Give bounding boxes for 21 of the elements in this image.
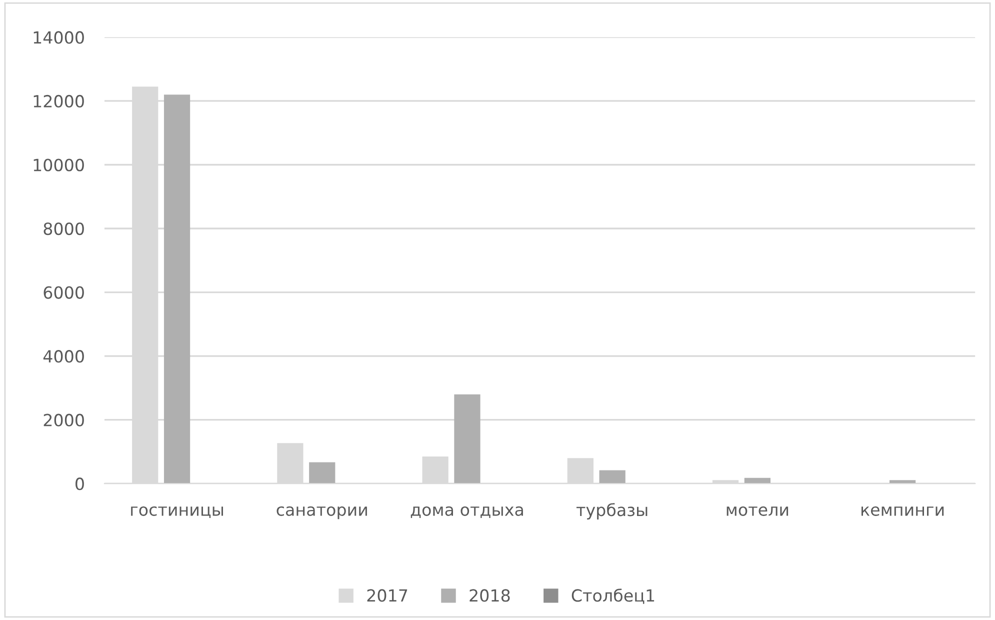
bar — [164, 94, 190, 484]
x-tick-label: дома отдыха — [410, 506, 523, 518]
bar — [454, 394, 480, 484]
x-tick-label: турбазы — [576, 503, 648, 520]
bar — [599, 470, 626, 484]
y-tick-label: 0 — [76, 478, 84, 490]
y-tick-label: 4000 — [43, 350, 84, 363]
legend-label: 2018 — [470, 589, 510, 602]
y-tick-label: 12000 — [34, 94, 84, 108]
y-tick-label: 8000 — [44, 222, 84, 236]
y-tick-label: 6000 — [44, 286, 84, 299]
y-tick-label: 14000 — [34, 31, 84, 44]
legend-label: Столбец1 — [572, 588, 654, 604]
y-tick-label: 2000 — [44, 414, 84, 426]
y-tick-label: 10000 — [34, 158, 84, 172]
x-tick-label: санатории — [276, 506, 367, 520]
x-tick-label: гостиницы — [131, 506, 223, 518]
legend-label: 2017 — [367, 589, 408, 602]
x-tick-label: мотели — [726, 506, 788, 516]
bar — [309, 462, 336, 484]
x-tick-label: кемпинги — [862, 506, 944, 516]
